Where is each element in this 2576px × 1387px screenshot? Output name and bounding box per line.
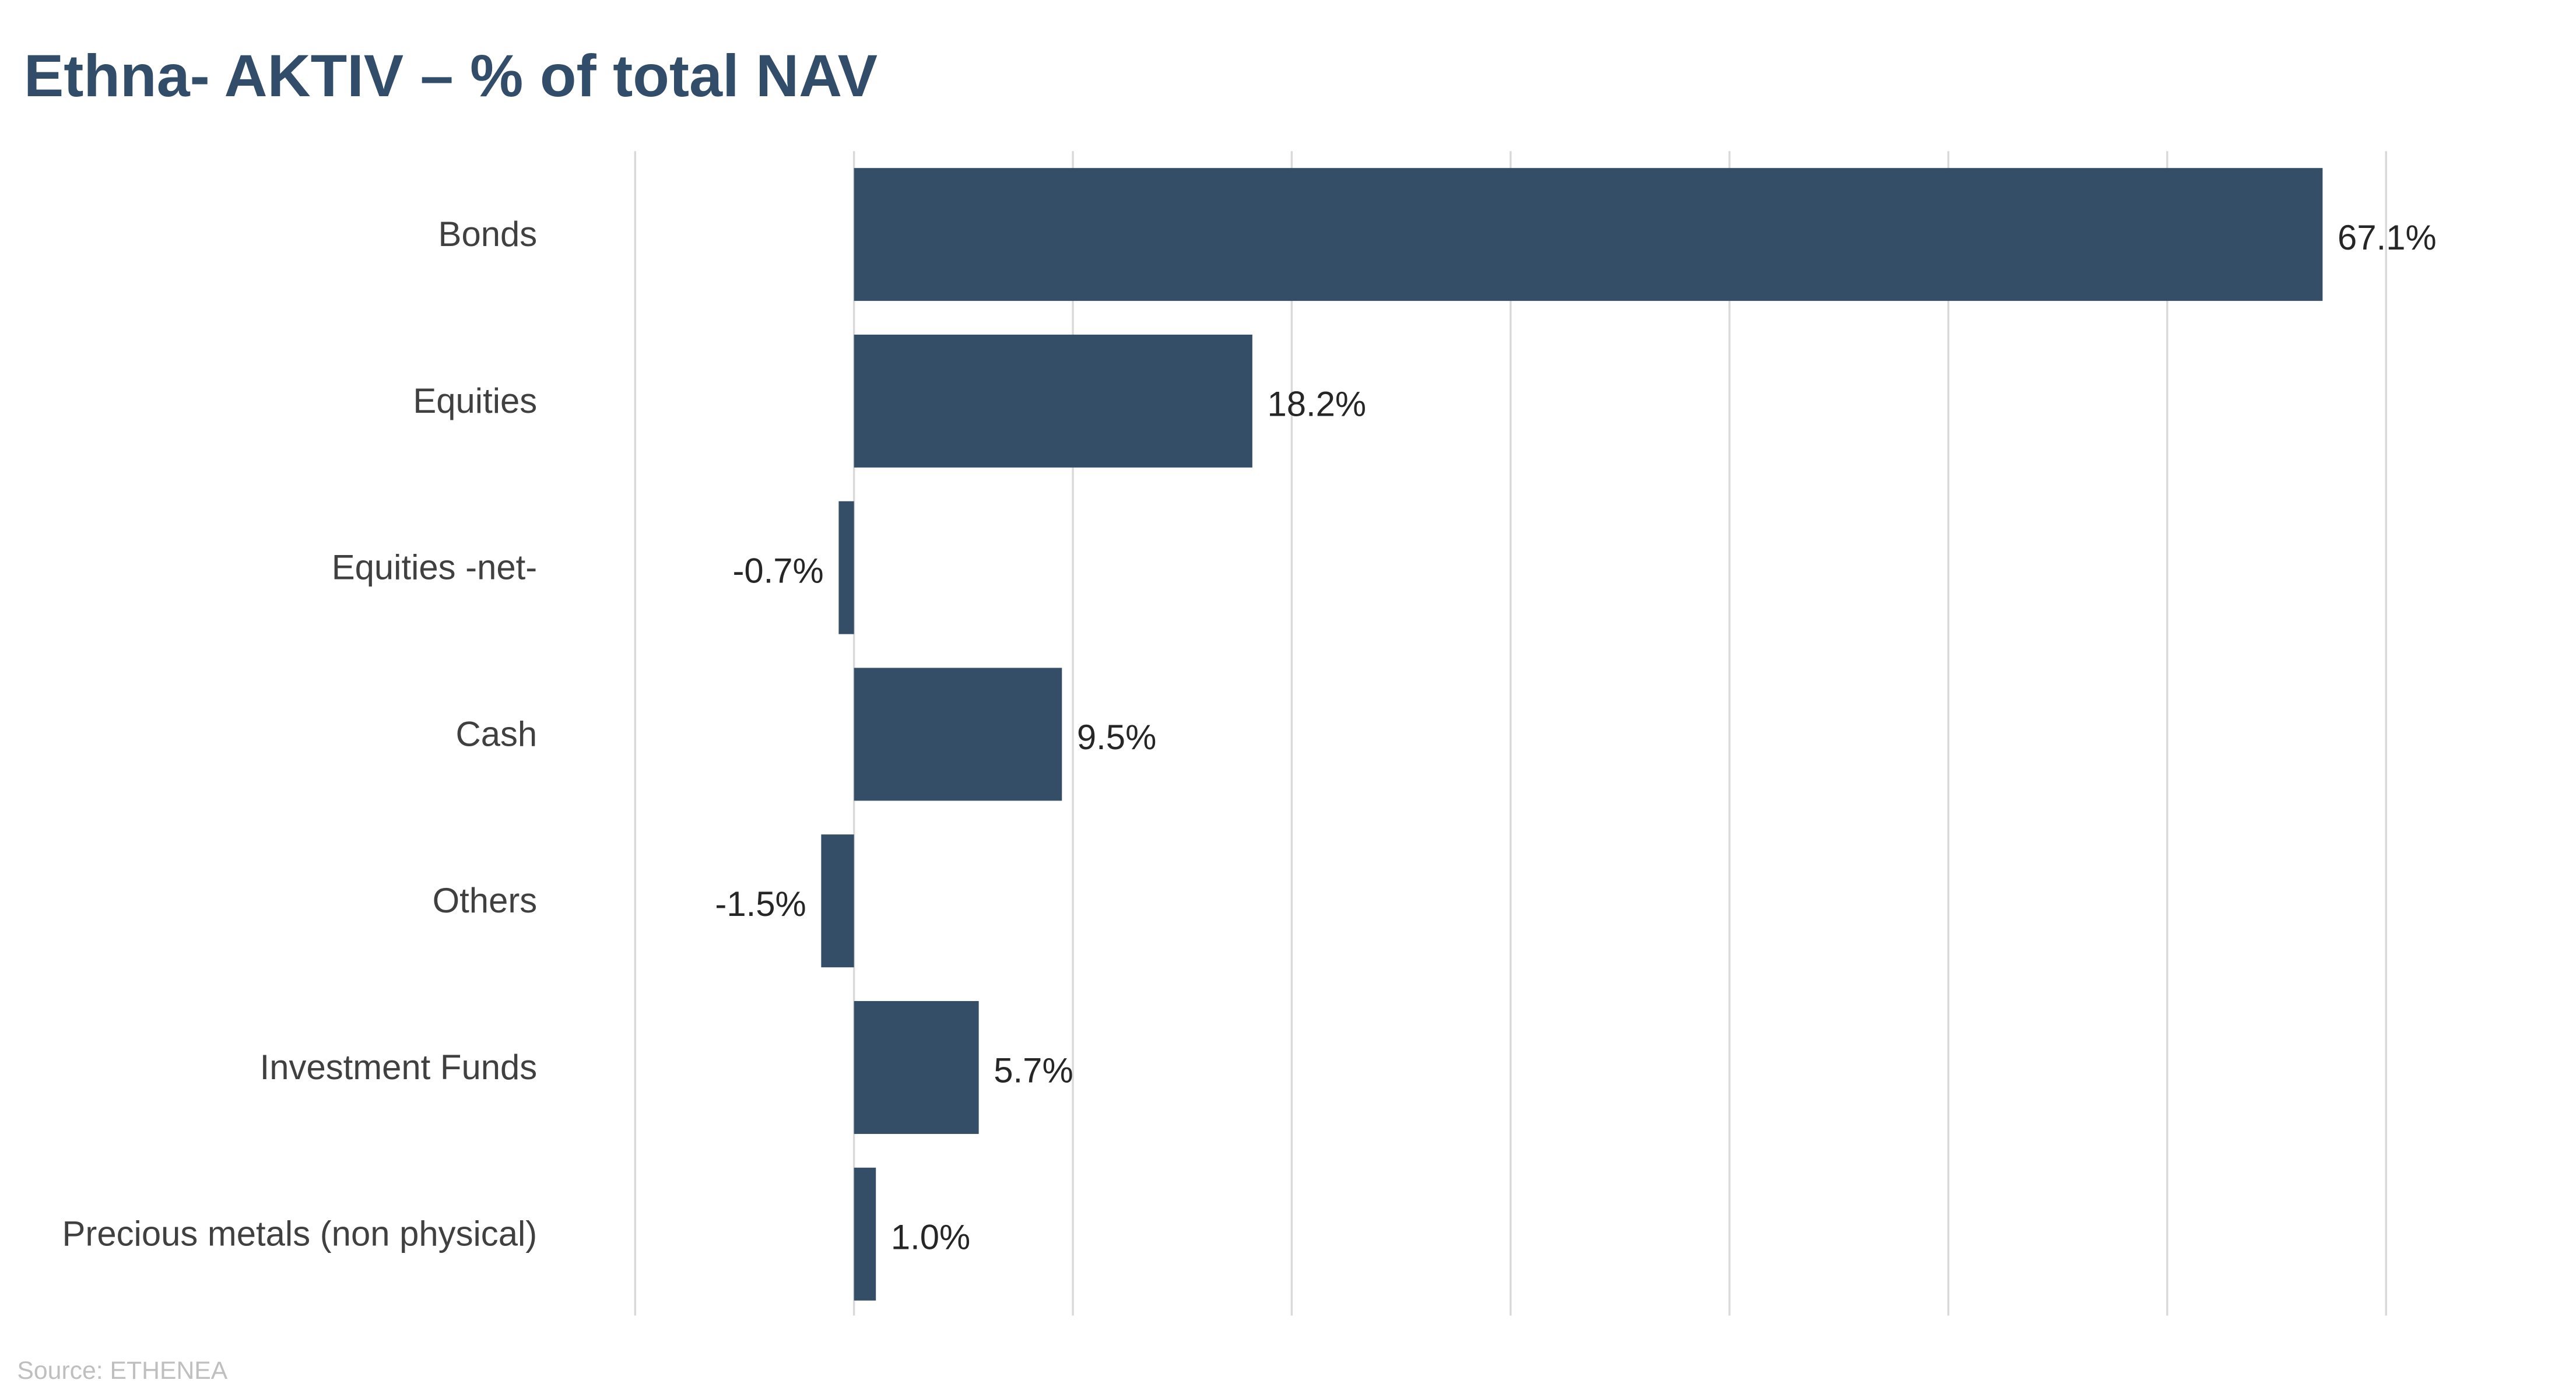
- bar: [821, 834, 854, 968]
- chart-title: Ethna- AKTIV – % of total NAV: [24, 42, 878, 109]
- category-label: Bonds: [438, 215, 538, 254]
- data-label: -1.5%: [715, 884, 806, 924]
- data-label: 67.1%: [2338, 218, 2437, 257]
- data-label: 9.5%: [1077, 718, 1156, 757]
- data-label: 18.2%: [1267, 385, 1366, 424]
- category-label: Precious metals (non physical): [62, 1214, 538, 1253]
- category-label: Others: [433, 881, 538, 920]
- bar: [854, 334, 1252, 468]
- bars: [821, 168, 2323, 1301]
- category-label: Cash: [456, 714, 538, 753]
- category-label: Equities -net-: [332, 548, 537, 587]
- category-label: Investment Funds: [260, 1048, 538, 1087]
- data-labels: 67.1% 18.2% -0.7% 9.5% -1.5% 5.7% 1.0%: [715, 218, 2436, 1257]
- data-label: 5.7%: [994, 1051, 1073, 1090]
- data-label: 1.0%: [891, 1217, 970, 1256]
- bar: [854, 168, 2323, 301]
- bar: [854, 1001, 979, 1134]
- category-labels: Bonds Equities Equities -net- Cash Others Inv…: [62, 215, 538, 1253]
- data-label: -0.7%: [732, 551, 823, 590]
- category-label: Equities: [413, 381, 537, 420]
- bar: [838, 501, 854, 634]
- bar: [854, 668, 1062, 801]
- bar: [854, 1167, 876, 1301]
- source-note: Source: ETHENEA: [17, 1357, 227, 1385]
